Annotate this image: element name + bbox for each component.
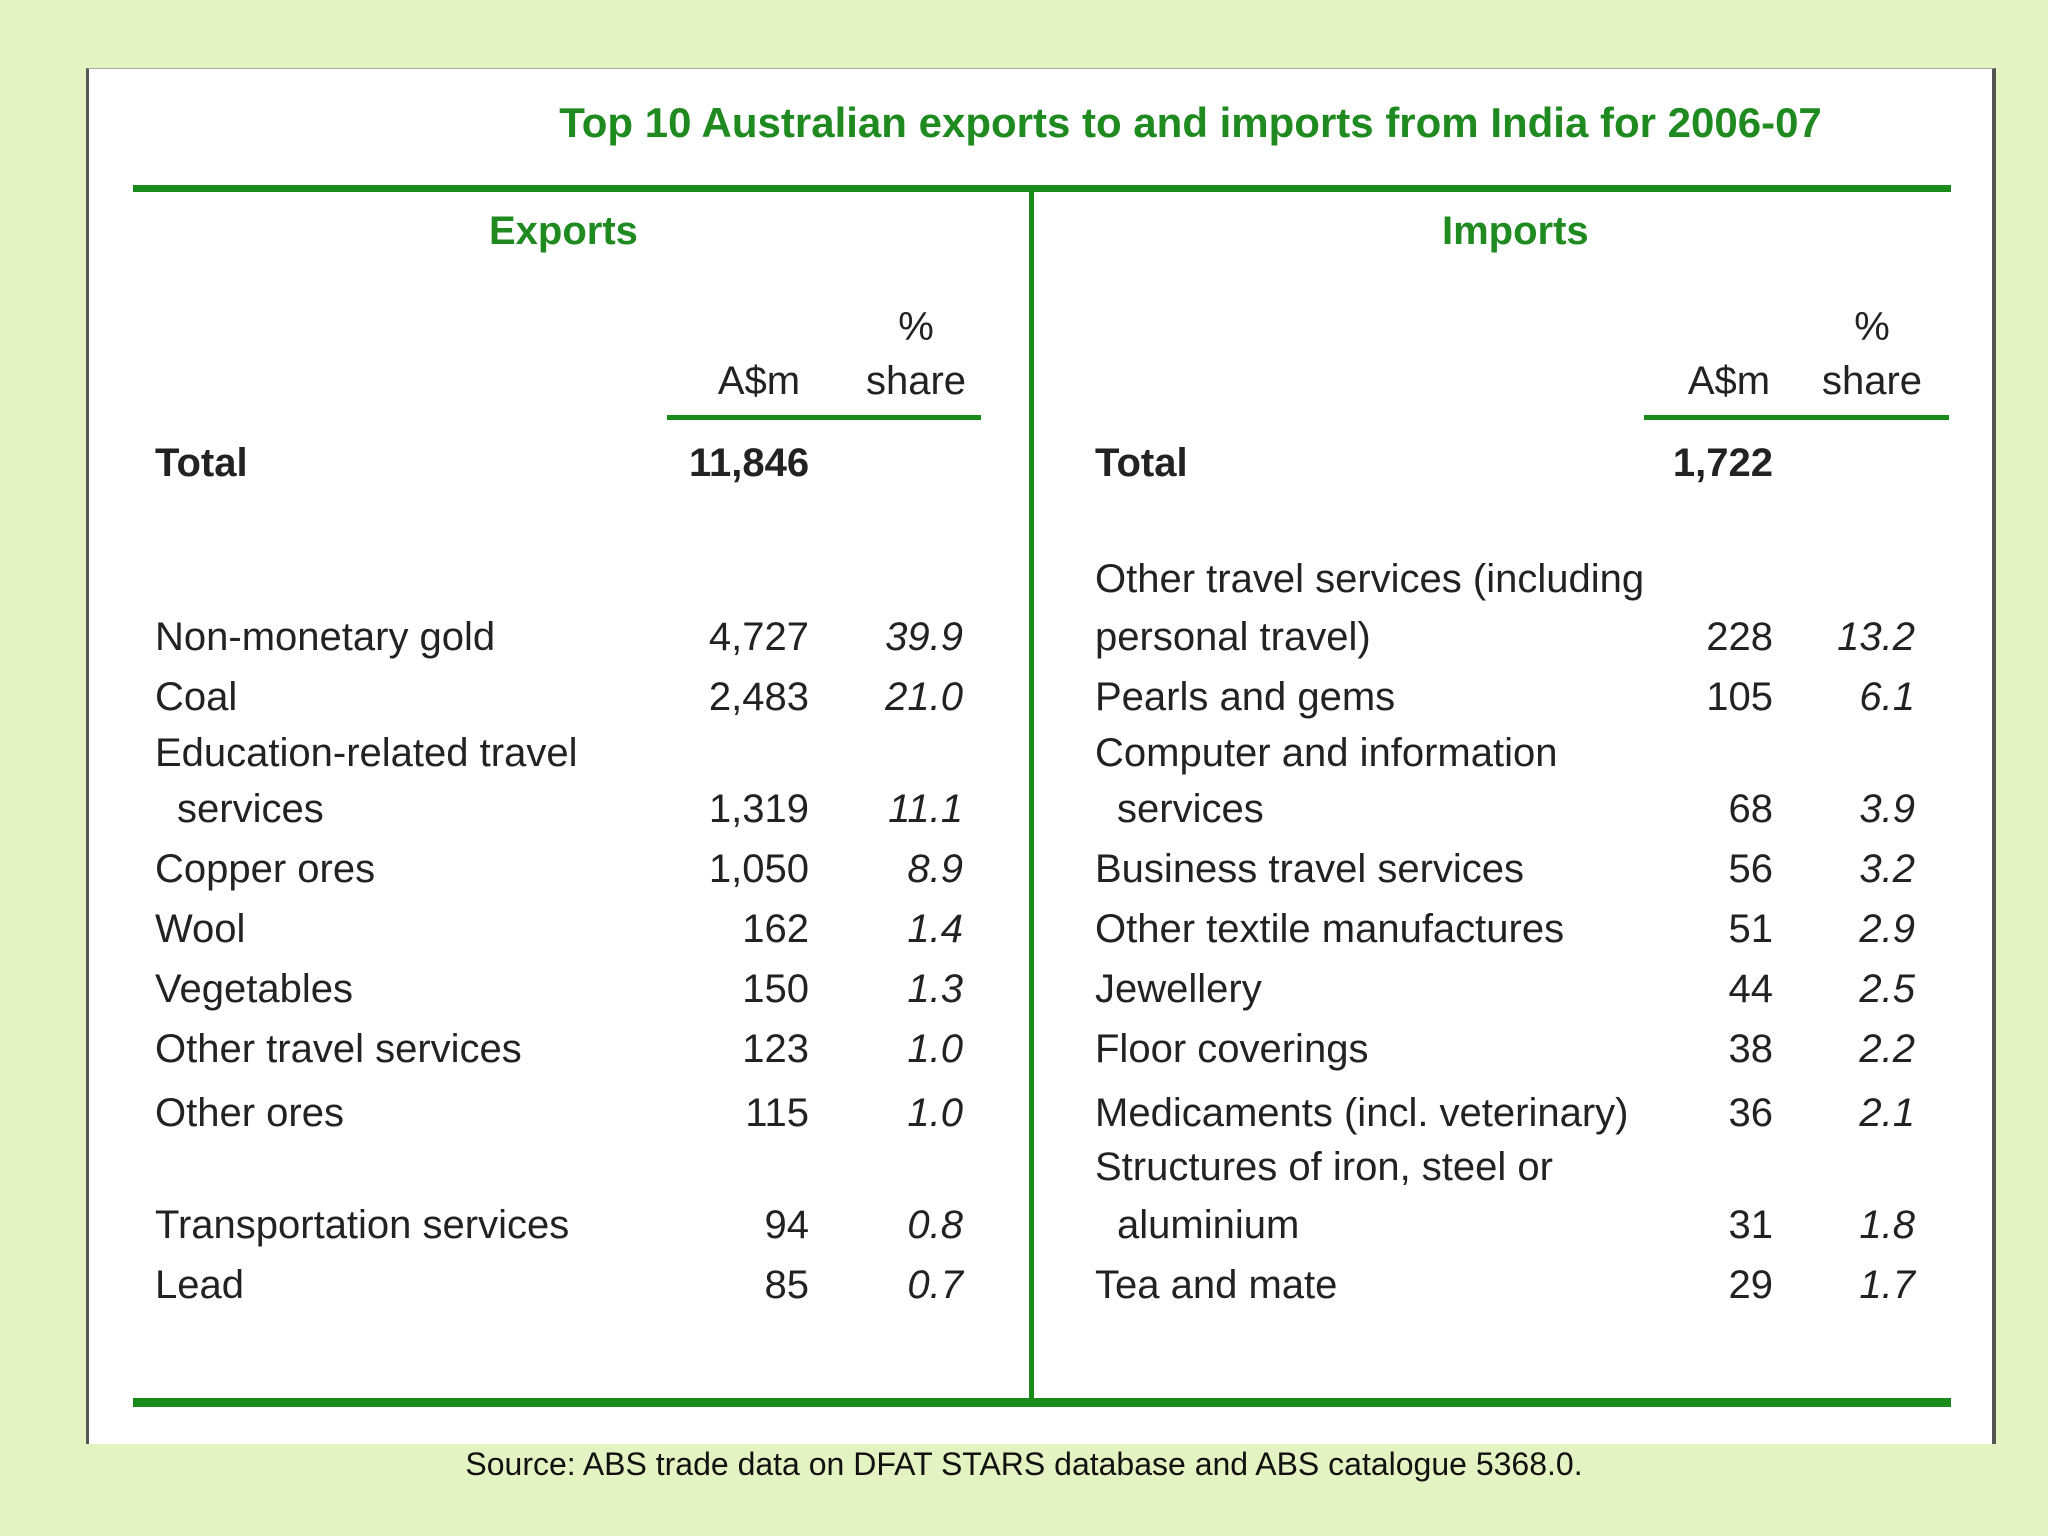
imports-total-value: 1,722 <box>1672 441 1773 485</box>
export-row-share: 0.8 <box>907 1203 963 1247</box>
imports-col-pct-symbol: % <box>1854 305 1890 349</box>
export-row-share: 39.9 <box>885 615 963 659</box>
export-row-value: 94 <box>764 1203 810 1247</box>
exports-heading: Exports <box>489 209 638 253</box>
imports-header-rule <box>1644 415 1949 420</box>
import-row-share: 13.2 <box>1837 615 1915 659</box>
export-row-label: Lead <box>155 1263 244 1307</box>
import-row-label: Other textile manufactures <box>1095 907 1565 951</box>
imports-total-label: Total <box>1095 441 1188 485</box>
exports-header-rule <box>667 415 981 420</box>
import-row-label: Jewellery <box>1095 967 1262 1011</box>
import-row-label: Medicaments (incl. veterinary) <box>1095 1091 1629 1135</box>
import-row-share: 2.2 <box>1859 1027 1915 1071</box>
import-row-share: 2.1 <box>1859 1091 1915 1135</box>
export-row-share: 0.7 <box>907 1263 963 1307</box>
exports-total-label: Total <box>155 441 248 485</box>
import-row-label: Computer and information <box>1095 731 1558 775</box>
export-row-value: 1,050 <box>708 847 809 891</box>
import-row-label: Business travel services <box>1095 847 1525 891</box>
export-row-label: Transportation services <box>155 1203 570 1247</box>
export-row-share: 1.0 <box>907 1027 963 1071</box>
import-row-label: Pearls and gems <box>1095 675 1396 719</box>
import-row-label-cont: services <box>1117 787 1264 831</box>
import-row-share: 2.5 <box>1859 967 1915 1011</box>
import-row-value: 51 <box>1728 907 1774 951</box>
import-row-value: 31 <box>1728 1203 1774 1247</box>
export-row-share: 8.9 <box>907 847 963 891</box>
imports-col-pct-label: share <box>1821 359 1923 403</box>
bottom-rule <box>133 1398 1951 1407</box>
export-row-value: 1,319 <box>708 787 809 831</box>
export-row-value: 123 <box>742 1027 809 1071</box>
import-row-share: 2.9 <box>1859 907 1915 951</box>
exports-col-value: A$m <box>717 359 801 403</box>
import-row-value: 36 <box>1728 1091 1774 1135</box>
export-row-label: Coal <box>155 675 238 719</box>
export-row-label: Education-related travel <box>155 731 578 775</box>
export-row-share: 11.1 <box>888 787 963 831</box>
import-row-label: Structures of iron, steel or <box>1095 1145 1553 1189</box>
export-row-label: Other travel services <box>155 1027 522 1071</box>
export-row-label: Wool <box>155 907 246 951</box>
source-note: Source: ABS trade data on DFAT STARS dat… <box>465 1446 1583 1482</box>
export-row-label: Copper ores <box>155 847 376 891</box>
import-row-share: 3.9 <box>1859 787 1915 831</box>
export-row-share: 21.0 <box>885 675 963 719</box>
export-row-share: 1.0 <box>907 1091 963 1135</box>
export-row-value: 162 <box>742 907 809 951</box>
import-row-share: 3.2 <box>1859 847 1915 891</box>
import-row-value: 56 <box>1728 847 1774 891</box>
import-row-value: 44 <box>1728 967 1774 1011</box>
export-row-label-cont: services <box>177 787 324 831</box>
export-row-label: Non-monetary gold <box>155 615 496 659</box>
imports-col-value: A$m <box>1687 359 1771 403</box>
export-row-label: Vegetables <box>155 967 353 1011</box>
import-row-value: 68 <box>1728 787 1774 831</box>
import-row-share: 1.8 <box>1859 1203 1915 1247</box>
table-panel: Top 10 Australian exports to and imports… <box>86 68 1996 1444</box>
exports-col-pct-label: share <box>865 359 967 403</box>
export-row-value: 2,483 <box>708 675 809 719</box>
imports-heading: Imports <box>1442 209 1589 253</box>
import-row-value: 105 <box>1706 675 1773 719</box>
export-row-share: 1.4 <box>907 907 963 951</box>
table-title: Top 10 Australian exports to and imports… <box>559 99 1822 146</box>
export-row-value: 4,727 <box>708 615 809 659</box>
import-row-share: 1.7 <box>1859 1263 1915 1307</box>
export-row-value: 115 <box>745 1091 809 1135</box>
import-row-label: Other travel services (including <box>1095 557 1645 601</box>
import-row-value: 29 <box>1728 1263 1774 1307</box>
import-row-label-cont: personal travel) <box>1095 615 1371 659</box>
top-rule <box>133 185 1951 192</box>
import-row-value: 38 <box>1728 1027 1774 1071</box>
import-row-label: Tea and mate <box>1095 1263 1338 1307</box>
import-row-label: Floor coverings <box>1095 1027 1369 1071</box>
center-divider <box>1029 185 1034 1407</box>
export-row-label: Other ores <box>155 1091 344 1135</box>
export-row-share: 1.3 <box>907 967 963 1011</box>
import-row-value: 228 <box>1706 615 1773 659</box>
exports-col-pct-symbol: % <box>898 305 934 349</box>
export-row-value: 85 <box>764 1263 810 1307</box>
import-row-share: 6.1 <box>1859 675 1915 719</box>
export-row-value: 150 <box>742 967 809 1011</box>
import-row-label-cont: aluminium <box>1117 1203 1300 1247</box>
exports-total-value: 11,846 <box>689 441 810 485</box>
